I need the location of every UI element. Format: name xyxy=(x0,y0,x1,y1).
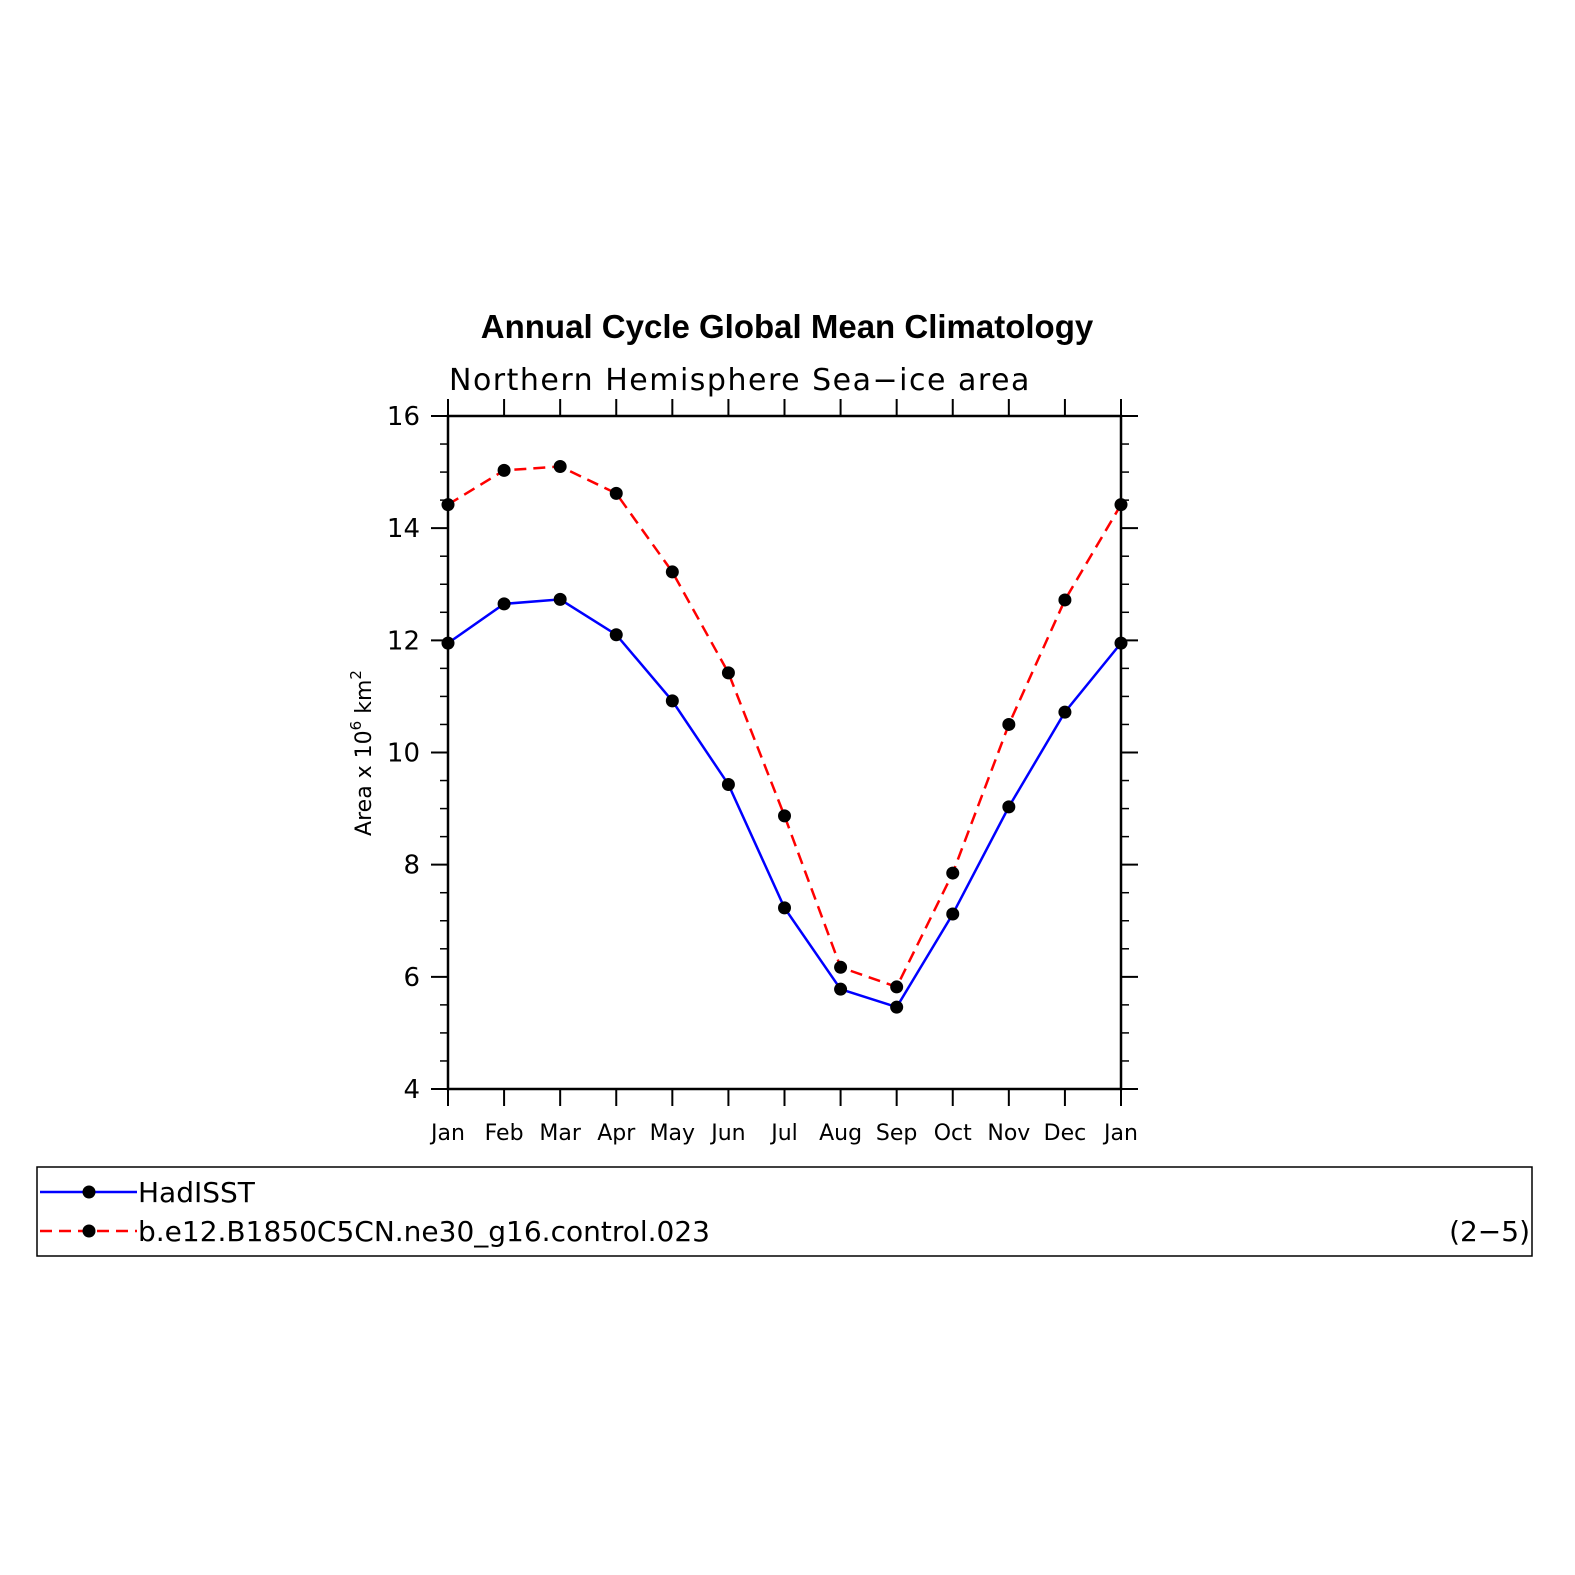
y-axis-label-exp2: 2 xyxy=(347,670,365,680)
legend-label-0: HadISST xyxy=(138,1176,256,1209)
legend-marker-1 xyxy=(82,1224,96,1238)
series-lines xyxy=(441,459,1128,1014)
x-tick-label: Apr xyxy=(597,1121,636,1146)
y-tick-label: 8 xyxy=(403,851,420,881)
series-1-point xyxy=(441,498,455,512)
x-tick-label: Jun xyxy=(709,1121,745,1146)
series-0-point xyxy=(946,907,960,921)
x-tick-label: Aug xyxy=(819,1121,862,1146)
series-0-point xyxy=(1058,705,1072,719)
y-axis-label-prefix: Area x 10 xyxy=(352,730,377,836)
legend-marker-0 xyxy=(82,1185,96,1199)
legend-box xyxy=(36,1166,1533,1257)
x-tick-label: Mar xyxy=(539,1121,581,1146)
y-tick-label: 12 xyxy=(387,626,420,656)
series-line-0 xyxy=(447,598,1122,1009)
y-tick-label: 16 xyxy=(387,402,420,432)
series-0-point xyxy=(778,901,791,915)
series-1-point xyxy=(946,866,960,880)
series-1-point xyxy=(497,463,511,477)
chart-title: Annual Cycle Global Mean Climatology xyxy=(481,308,1094,345)
series-0-point xyxy=(665,694,679,708)
axes: 4 6 8 10 12 14 16 Jan Feb Mar Apr May Jun Jul Aug Sep Oc… xyxy=(387,399,1138,1146)
y-axis-label-mid: km xyxy=(352,680,377,721)
plot-frame xyxy=(446,414,1123,1091)
x-tick-label: Jan xyxy=(429,1121,465,1146)
x-tick-label: Jan xyxy=(1102,1121,1138,1146)
series-0-point xyxy=(553,592,567,606)
y-axis-label-exp1: 6 xyxy=(347,721,365,731)
series-1-point xyxy=(665,565,679,579)
panel-id: (2−5) xyxy=(1449,1215,1530,1248)
series-0-point xyxy=(609,628,623,642)
y-tick-label: 4 xyxy=(403,1075,420,1105)
y-tick-label: 6 xyxy=(403,963,420,993)
x-tick-label: Feb xyxy=(485,1121,524,1146)
y-tick-label: 10 xyxy=(387,739,420,769)
series-1-point xyxy=(1058,593,1072,607)
series-1-point xyxy=(834,960,848,974)
x-tick-label: Dec xyxy=(1044,1121,1087,1146)
legend-label-1: b.e12.B1850C5CN.ne30_g16.control.023 xyxy=(138,1215,710,1248)
chart-subtitle: Northern Hemisphere Sea−ice area xyxy=(449,363,1031,398)
x-tick-label: Jul xyxy=(769,1121,798,1146)
series-0-point xyxy=(497,597,511,611)
series-1-point xyxy=(721,666,735,680)
series-0-point xyxy=(441,636,455,650)
y-axis-label: Area x 106 km2 xyxy=(347,670,377,836)
series-1-point xyxy=(1002,717,1016,731)
series-1-point xyxy=(778,809,791,823)
legend: HadISST b.e12.B1850C5CN.ne30_g16.control.… xyxy=(40,1176,710,1248)
series-1-point xyxy=(609,486,623,500)
x-tick-label: May xyxy=(650,1121,695,1146)
series-1-point xyxy=(1114,498,1128,512)
series-1-point xyxy=(890,980,904,994)
x-tick-label: Nov xyxy=(987,1121,1030,1146)
x-tick-label: Oct xyxy=(934,1121,972,1146)
series-0-point xyxy=(1002,800,1016,814)
x-tick-label: Sep xyxy=(876,1121,917,1146)
series-0-point xyxy=(890,1000,904,1014)
series-0-point xyxy=(834,982,848,996)
series-0-point xyxy=(721,777,735,791)
series-1-point xyxy=(553,459,567,473)
y-tick-label: 14 xyxy=(387,514,420,544)
series-0-point xyxy=(1114,636,1128,650)
